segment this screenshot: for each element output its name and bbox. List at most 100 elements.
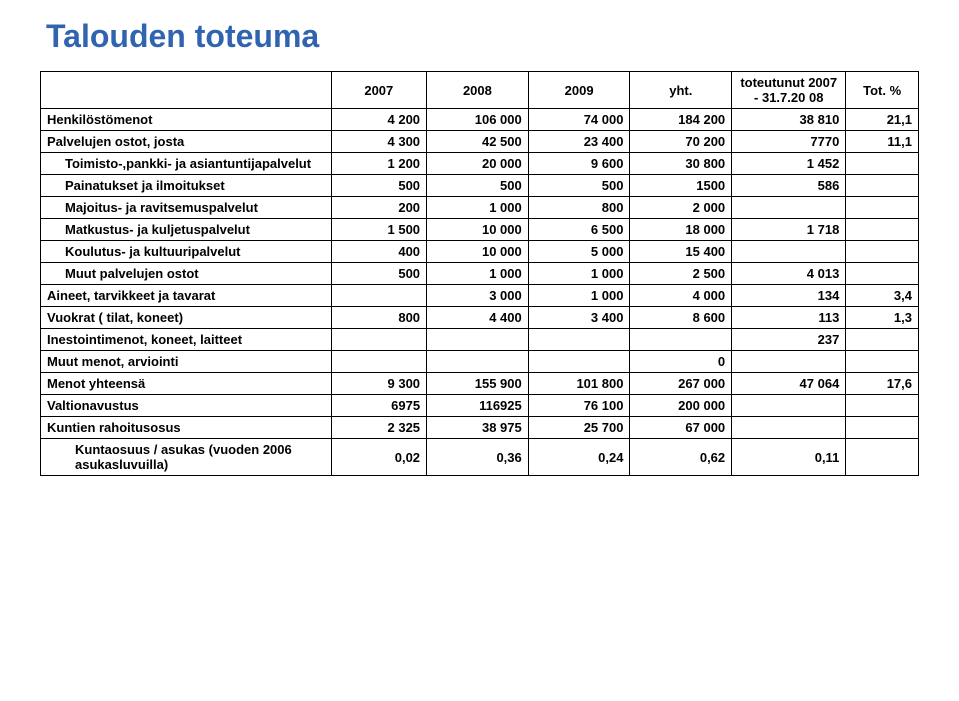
row-value [846,395,919,417]
row-value: 2 500 [630,263,732,285]
table-header-row: 2007 2008 2009 yht. toteutunut 2007 - 31… [41,72,919,109]
row-value: 4 200 [331,109,426,131]
row-value [846,439,919,476]
row-label: Koulutus- ja kultuuripalvelut [41,241,332,263]
row-value [331,329,426,351]
row-value: 586 [732,175,846,197]
table-body: Henkilöstömenot4 200106 00074 000184 200… [41,109,919,476]
table-row: Henkilöstömenot4 200106 00074 000184 200… [41,109,919,131]
row-value: 18 000 [630,219,732,241]
row-label: Palvelujen ostot, josta [41,131,332,153]
row-value: 1 500 [331,219,426,241]
row-value: 30 800 [630,153,732,175]
row-value: 38 810 [732,109,846,131]
header-2009: 2009 [528,72,630,109]
row-value [732,351,846,373]
row-value: 0 [630,351,732,373]
row-label: Inestointimenot, koneet, laitteet [41,329,332,351]
page-title: Talouden toteuma [40,18,919,55]
row-value: 500 [331,175,426,197]
header-2007: 2007 [331,72,426,109]
row-value: 3 000 [427,285,529,307]
row-value: 1 000 [427,197,529,219]
row-value: 4 400 [427,307,529,329]
row-value [846,263,919,285]
row-value [732,395,846,417]
row-value [846,417,919,439]
row-value: 1500 [630,175,732,197]
row-value: 10 000 [427,241,529,263]
row-value: 0,11 [732,439,846,476]
table-row: Painatukset ja ilmoitukset50050050015005… [41,175,919,197]
row-value: 800 [331,307,426,329]
row-value: 21,1 [846,109,919,131]
row-value: 20 000 [427,153,529,175]
row-value: 11,1 [846,131,919,153]
row-value: 500 [331,263,426,285]
header-yht: yht. [630,72,732,109]
finance-table: 2007 2008 2009 yht. toteutunut 2007 - 31… [40,71,919,476]
row-value: 267 000 [630,373,732,395]
row-value: 10 000 [427,219,529,241]
row-value [846,153,919,175]
row-value: 1 000 [528,263,630,285]
row-value: 1,3 [846,307,919,329]
row-value: 134 [732,285,846,307]
row-value: 116925 [427,395,529,417]
row-value: 3,4 [846,285,919,307]
row-label: Vuokrat ( tilat, koneet) [41,307,332,329]
row-value: 2 000 [630,197,732,219]
table-row: Vuokrat ( tilat, koneet)8004 4003 4008 6… [41,307,919,329]
row-value [846,219,919,241]
row-value: 155 900 [427,373,529,395]
row-value: 3 400 [528,307,630,329]
row-value: 9 600 [528,153,630,175]
row-value [732,197,846,219]
table-row: Muut menot, arviointi 0 [41,351,919,373]
row-value [732,417,846,439]
row-value [846,197,919,219]
row-value: 184 200 [630,109,732,131]
row-value [846,351,919,373]
row-value: 5 000 [528,241,630,263]
row-value: 4 300 [331,131,426,153]
row-value: 500 [528,175,630,197]
row-value: 38 975 [427,417,529,439]
row-value: 0,62 [630,439,732,476]
table-row: Kuntien rahoitusosus2 32538 97525 70067 … [41,417,919,439]
row-label: Henkilöstömenot [41,109,332,131]
row-value: 17,6 [846,373,919,395]
row-value: 8 600 [630,307,732,329]
row-label: Muut menot, arviointi [41,351,332,373]
row-value: 7770 [732,131,846,153]
row-value: 4 013 [732,263,846,285]
row-value: 15 400 [630,241,732,263]
row-label: Muut palvelujen ostot [41,263,332,285]
row-value: 1 452 [732,153,846,175]
row-label: Aineet, tarvikkeet ja tavarat [41,285,332,307]
row-value: 200 000 [630,395,732,417]
row-value: 113 [732,307,846,329]
row-label: Kuntien rahoitusosus [41,417,332,439]
row-value: 800 [528,197,630,219]
row-value: 47 064 [732,373,846,395]
row-value [732,241,846,263]
table-row: Muut palvelujen ostot5001 0001 0002 5004… [41,263,919,285]
row-value: 9 300 [331,373,426,395]
row-label: Painatukset ja ilmoitukset [41,175,332,197]
row-value [427,351,529,373]
row-value: 25 700 [528,417,630,439]
table-row: Koulutus- ja kultuuripalvelut40010 0005 … [41,241,919,263]
table-row: Kuntaosuus / asukas (vuoden 2006 asukasl… [41,439,919,476]
row-value [427,329,529,351]
row-label: Majoitus- ja ravitsemuspalvelut [41,197,332,219]
row-label: Valtionavustus [41,395,332,417]
row-value [331,351,426,373]
row-value: 0,24 [528,439,630,476]
row-value: 500 [427,175,529,197]
row-value [528,351,630,373]
header-totpct: Tot. % [846,72,919,109]
row-value: 42 500 [427,131,529,153]
row-value: 106 000 [427,109,529,131]
table-row: Majoitus- ja ravitsemuspalvelut2001 0008… [41,197,919,219]
